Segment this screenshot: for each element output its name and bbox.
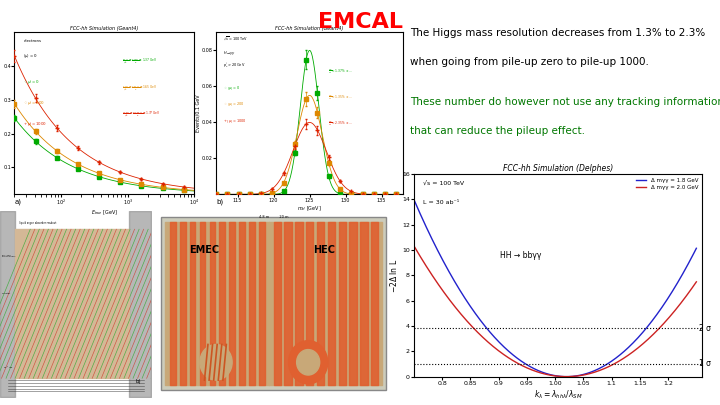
Text: 15$^\circ$ ray: 15$^\circ$ ray [3,365,14,371]
Text: cryostat: cryostat [1,293,11,294]
Text: $\langle\mu\rangle = 0$: $\langle\mu\rangle = 0$ [23,52,38,60]
Text: $\diamondsuit\;\langle\mu\rangle=0$: $\diamondsuit\;\langle\mu\rangle=0$ [223,84,240,92]
Text: EC: 200
ground floor: EC: 200 ground floor [1,255,15,257]
Text: $\diamondsuit\;\mu_l=200$: $\diamondsuit\;\mu_l=200$ [23,99,45,107]
Text: $\frac{8.2\%}{\sqrt{E}}\oplus\frac{0.18\%}{E}\oplus1.37\,\mathrm{GeV}$: $\frac{8.2\%}{\sqrt{E}}\oplus\frac{0.18\… [122,57,158,66]
Text: HH → bbγγ: HH → bbγγ [500,251,541,260]
Text: $\frac{\sigma_m}{m}=1.35\%\pm$...: $\frac{\sigma_m}{m}=1.35\%\pm$... [328,94,353,102]
Text: a): a) [14,198,22,205]
Y-axis label: $\sigma_E/E_{true}$: $\sigma_E/E_{true}$ [0,104,1,123]
Text: when going from pile-up zero to pile-up 1000.: when going from pile-up zero to pile-up … [410,57,649,67]
Legend: Δ mγγ = 1.8 GeV, Δ mγγ = 2.0 GeV: Δ mγγ = 1.8 GeV, Δ mγγ = 2.0 GeV [635,177,699,191]
Text: $\sqrt{s}=100\,\mathrm{TeV}$: $\sqrt{s}=100\,\mathrm{TeV}$ [223,36,248,42]
Text: $+\;\langle\mu\rangle=1000$: $+\;\langle\mu\rangle=1000$ [223,117,247,125]
Circle shape [289,341,328,384]
Text: EMEC: EMEC [189,245,220,255]
Text: EMCAL: EMCAL [318,12,402,32]
Circle shape [200,345,232,380]
X-axis label: $m_H$ [GeV]: $m_H$ [GeV] [297,204,322,213]
Text: $\diamondsuit\;\langle\mu\rangle=200$: $\diamondsuit\;\langle\mu\rangle=200$ [223,100,246,109]
Text: $p_T'>20\,\mathrm{GeV}$: $p_T'>20\,\mathrm{GeV}$ [223,62,246,70]
Text: $H\to\gamma\gamma$: $H\to\gamma\gamma$ [223,49,237,57]
Text: that can reduce the pileup effect.: that can reduce the pileup effect. [410,126,585,136]
X-axis label: $k_\lambda = \lambda_{hh\lambda}/\lambda_{SM}$: $k_\lambda = \lambda_{hh\lambda}/\lambda… [534,388,582,401]
Text: liquid argon absorber readout: liquid argon absorber readout [19,221,56,225]
Text: b): b) [216,198,223,205]
Text: L = 30 ab⁻¹: L = 30 ab⁻¹ [423,200,459,205]
Text: These number do however not use any tracking information: These number do however not use any trac… [410,97,720,107]
Text: $\diamondsuit\;\mu_l=0$: $\diamondsuit\;\mu_l=0$ [23,78,40,86]
Text: HEC: HEC [313,245,336,255]
Title: FCC-hh Simulation (Geant4): FCC-hh Simulation (Geant4) [276,26,343,31]
Title: FCC-hh Simulation (Delphes): FCC-hh Simulation (Delphes) [503,164,613,173]
Text: $\frac{6.0\%}{\sqrt{E}}\oplus\frac{0.51\%}{E}\oplus1.65\,\mathrm{GeV}$: $\frac{6.0\%}{\sqrt{E}}\oplus\frac{0.51\… [122,84,158,93]
Text: 4.8 m         20 m: 4.8 m 20 m [259,215,288,220]
Text: 1 σ: 1 σ [698,360,711,369]
FancyBboxPatch shape [161,217,387,390]
Text: $\frac{\sigma_m}{m}=2.35\%\pm$...: $\frac{\sigma_m}{m}=2.35\%\pm$... [328,120,353,128]
Text: 2 σ: 2 σ [698,324,711,333]
Text: $\frac{19.8\%}{\sqrt{E}}\oplus\frac{-0.56\%}{E}\oplus1.37\,\mathrm{GeV}$: $\frac{19.8\%}{\sqrt{E}}\oplus\frac{-0.5… [122,110,161,119]
Text: electrons: electrons [23,39,42,43]
X-axis label: $E_{true}$ [GeV]: $E_{true}$ [GeV] [91,209,118,217]
Y-axis label: $-2\Delta$ ln L: $-2\Delta$ ln L [388,258,399,293]
Text: $\frac{\sigma_m}{m}=1.37\%\pm$...: $\frac{\sigma_m}{m}=1.37\%\pm$... [328,68,353,76]
Text: √s = 100 TeV: √s = 100 TeV [423,180,464,185]
Text: $+\;\mu_l=1000$: $+\;\mu_l=1000$ [23,120,48,128]
Text: The Higgs mass resolution decreases from 1.3% to 2.3%: The Higgs mass resolution decreases from… [410,28,706,38]
Text: b): b) [135,379,141,384]
Circle shape [297,350,320,375]
Title: FCC-hh Simulation (Geant4): FCC-hh Simulation (Geant4) [71,26,138,31]
Y-axis label: Events/0.1 GeV: Events/0.1 GeV [195,95,200,132]
